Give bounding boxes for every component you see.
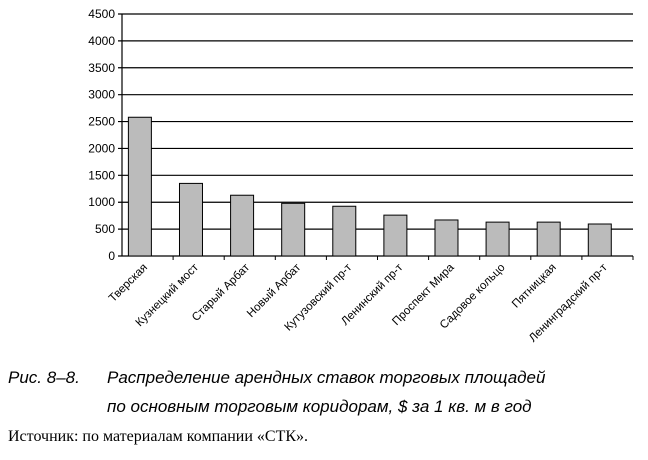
x-tick-label: Новый Арбат <box>245 261 304 320</box>
bar <box>178 182 203 257</box>
figure-caption-line1: Распределение арендных ставок торговых п… <box>107 368 546 387</box>
y-tick-label: 0 <box>108 249 115 263</box>
bar <box>332 205 357 257</box>
y-tick-label: 4000 <box>88 34 115 48</box>
y-tick-label: 1500 <box>88 168 115 182</box>
bar <box>383 214 408 257</box>
bar <box>230 194 255 257</box>
y-tick-label: 2000 <box>88 141 115 155</box>
bar <box>485 221 510 257</box>
y-tick-label: 2500 <box>88 115 115 129</box>
bar <box>127 116 152 257</box>
x-tick-label: Пятницкая <box>510 262 559 311</box>
figure-caption-line2: по основным торговым коридорам, $ за 1 к… <box>107 397 532 416</box>
bar-chart: 0 500 1000 1500 2000 2500 3000 3500 4000 4500 Твер… <box>88 7 634 345</box>
y-tick-label: 3000 <box>88 88 115 102</box>
source-note: Источник: по материалам компании «СТК». <box>8 428 309 445</box>
bar <box>587 223 612 257</box>
y-tick-label: 3500 <box>88 61 115 75</box>
y-tick-label: 4500 <box>88 7 115 21</box>
bar <box>434 219 459 257</box>
y-tick-label: 1000 <box>88 195 115 209</box>
y-tick-label: 500 <box>95 222 115 236</box>
bar <box>536 221 561 257</box>
bar <box>281 202 306 257</box>
x-tick-label: Тверская <box>107 262 150 305</box>
figure-label: Рис. 8–8. <box>8 368 80 387</box>
